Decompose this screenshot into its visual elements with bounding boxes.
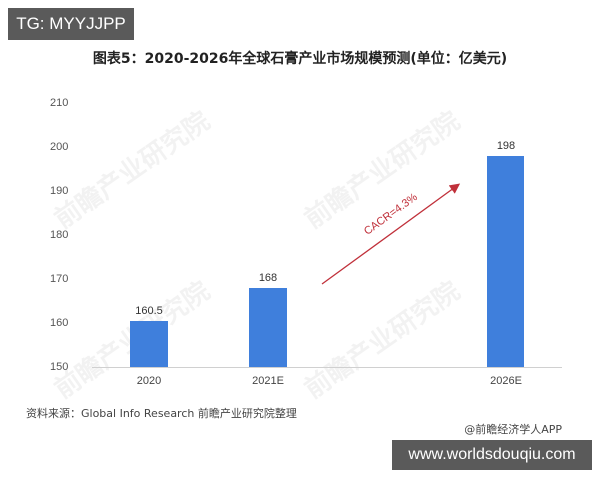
- y-tick: 150: [50, 361, 69, 373]
- bar-2020: [130, 321, 168, 367]
- bar-value-label: 198: [496, 140, 516, 152]
- source-note: 资料来源：Global Info Research 前瞻产业研究院整理: [26, 407, 297, 420]
- y-tick: 180: [50, 229, 69, 241]
- y-tick: 210: [50, 97, 69, 109]
- credit-note: @前瞻经济学人APP: [464, 423, 562, 436]
- bar-2021e: [249, 288, 287, 367]
- x-tick: 2026E: [490, 375, 522, 387]
- bar-value-label: 160.5: [135, 305, 163, 317]
- y-tick: 200: [50, 141, 69, 153]
- chart-title: 图表5：2020-2026年全球石膏产业市场规模预测(单位：亿美元): [92, 51, 508, 67]
- x-tick: 2021E: [252, 375, 284, 387]
- y-tick: 170: [50, 273, 69, 285]
- bar-chart: 前瞻产业研究院 前瞻产业研究院 前瞻产业研究院 前瞻产业研究院 210 200 …: [49, 97, 562, 405]
- x-tick: 2020: [136, 375, 162, 387]
- x-axis-line: [92, 367, 562, 368]
- bar-2026e: [487, 156, 524, 367]
- tg-badge: TG: MYYJJPP: [8, 8, 134, 40]
- y-tick: 190: [50, 185, 69, 197]
- y-tick: 160: [50, 317, 69, 329]
- growth-arrow-icon: [321, 183, 461, 285]
- url-badge: www.worldsdouqiu.com: [392, 440, 592, 470]
- bar-value-label: 168: [258, 272, 278, 284]
